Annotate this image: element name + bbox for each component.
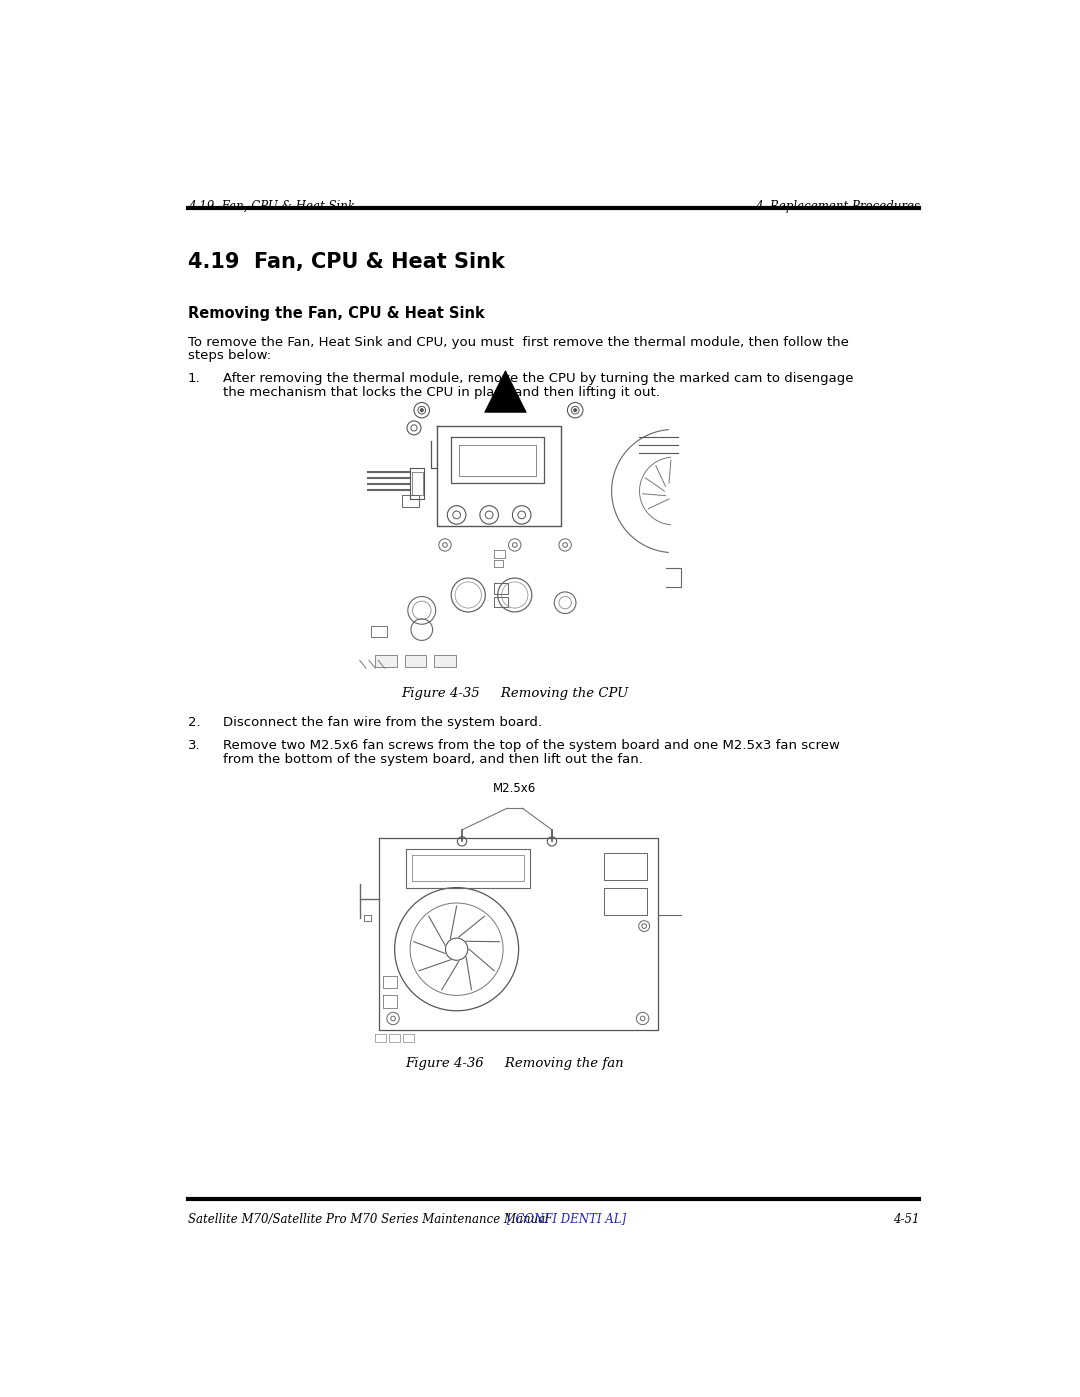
Bar [434,655,456,668]
Text: Remove two M2.5x6 fan screws from the top of the system board and one M2.5x3 fan: Remove two M2.5x6 fan screws from the to… [222,739,839,752]
Text: To remove the Fan, Heat Sink and CPU, you must  first remove the thermal module,: To remove the Fan, Heat Sink and CPU, yo… [188,335,849,348]
Text: 4  Replacement Procedures: 4 Replacement Procedures [755,200,920,212]
Text: Removing the Fan, CPU & Heat Sink: Removing the Fan, CPU & Heat Sink [188,306,485,321]
Text: the mechanism that locks the CPU in place and then lifting it out.: the mechanism that locks the CPU in plac… [222,386,660,398]
Text: 4.19  Fan, CPU & Heat Sink: 4.19 Fan, CPU & Heat Sink [188,253,504,272]
Circle shape [420,409,423,412]
Text: Satellite M70/Satellite Pro M70 Series Maintenance Manual: Satellite M70/Satellite Pro M70 Series M… [188,1213,549,1225]
Text: 4-51: 4-51 [893,1213,919,1225]
Bar [405,655,427,668]
Text: 3.: 3. [188,739,200,752]
Text: 1.: 1. [188,372,200,384]
Bar [375,655,397,668]
Text: 2.: 2. [188,715,200,729]
Circle shape [573,409,577,412]
Text: Disconnect the fan wire from the system board.: Disconnect the fan wire from the system … [222,715,541,729]
Text: steps below:: steps below: [188,349,271,362]
Text: 4.19  Fan, CPU & Heat Sink: 4.19 Fan, CPU & Heat Sink [188,200,354,212]
Text: After removing the thermal module, remove the CPU by turning the marked cam to d: After removing the thermal module, remov… [222,372,853,384]
Text: M2.5x6: M2.5x6 [494,782,537,795]
Text: [ CONFI DENTI AL]: [ CONFI DENTI AL] [507,1213,626,1225]
Text: from the bottom of the system board, and then lift out the fan.: from the bottom of the system board, and… [222,753,643,766]
Text: Figure 4-36     Removing the fan: Figure 4-36 Removing the fan [405,1058,624,1070]
Text: Figure 4-35     Removing the CPU: Figure 4-35 Removing the CPU [401,687,629,700]
